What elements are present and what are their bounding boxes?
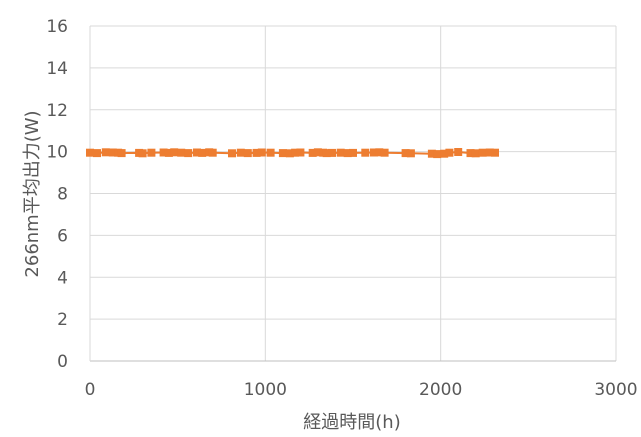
data-point — [86, 148, 94, 157]
data-point — [93, 149, 101, 158]
data-point — [108, 148, 117, 157]
x-tick-labels: 0 1000 2000 3000 — [85, 380, 638, 400]
data-point — [228, 149, 236, 158]
data-point — [427, 149, 436, 158]
data-point — [257, 148, 266, 157]
data-point — [491, 148, 499, 157]
data-point — [236, 148, 245, 157]
y-tick-label: 8 — [57, 185, 68, 205]
x-tick-label: 0 — [85, 380, 96, 400]
data-point — [466, 149, 475, 158]
data-point — [380, 148, 389, 157]
x-tick-label: 2000 — [419, 380, 462, 400]
data-point — [454, 148, 463, 156]
data-point — [471, 149, 480, 158]
series-group — [86, 148, 499, 159]
y-tick-label: 10 — [46, 143, 68, 163]
x-axis-title: 経過時間(h) — [303, 412, 400, 433]
y-tick-label: 14 — [46, 59, 68, 79]
data-point — [313, 148, 322, 157]
data-point — [485, 148, 494, 157]
data-point — [164, 148, 173, 157]
data-point — [322, 149, 331, 158]
gridlines — [90, 25, 617, 361]
data-point — [361, 148, 370, 157]
data-point — [401, 149, 410, 158]
x-tick-label: 1000 — [244, 380, 287, 400]
y-tick-labels: 0 2 4 6 8 10 12 14 16 — [46, 17, 68, 372]
data-point — [101, 148, 110, 157]
y-tick-label: 16 — [46, 17, 68, 37]
data-point — [208, 148, 217, 157]
data-point — [243, 149, 252, 158]
data-point — [159, 148, 168, 157]
data-point — [184, 149, 193, 158]
data-point — [170, 148, 179, 157]
x-tick-label: 3000 — [594, 380, 637, 400]
data-point — [147, 148, 156, 157]
data-point — [252, 148, 261, 157]
y-tick-label: 2 — [57, 310, 68, 330]
data-point — [193, 148, 201, 157]
axes — [89, 26, 616, 362]
data-point — [296, 148, 305, 157]
data-point — [478, 148, 487, 157]
data-point — [336, 148, 345, 157]
data-point — [343, 149, 352, 158]
data-point — [349, 148, 357, 157]
y-tick-label: 6 — [57, 226, 68, 246]
data-point — [278, 149, 287, 158]
data-point — [445, 148, 454, 157]
data-point — [117, 149, 126, 158]
data-point — [375, 148, 384, 157]
data-point — [328, 148, 336, 157]
y-tick-label: 0 — [57, 352, 68, 372]
y-tick-label: 12 — [46, 101, 68, 121]
data-point — [138, 149, 147, 158]
data-point — [291, 148, 300, 157]
y-tick-label: 4 — [57, 268, 68, 288]
data-point — [285, 149, 294, 158]
data-point — [266, 148, 275, 157]
data-point — [406, 149, 415, 158]
data-point — [177, 148, 186, 157]
data-point — [308, 148, 317, 157]
data-point — [440, 149, 449, 158]
y-axis-title: 266nm平均出力(W) — [22, 110, 43, 277]
data-point — [433, 150, 442, 159]
data-point — [370, 148, 378, 157]
data-point — [198, 148, 207, 157]
